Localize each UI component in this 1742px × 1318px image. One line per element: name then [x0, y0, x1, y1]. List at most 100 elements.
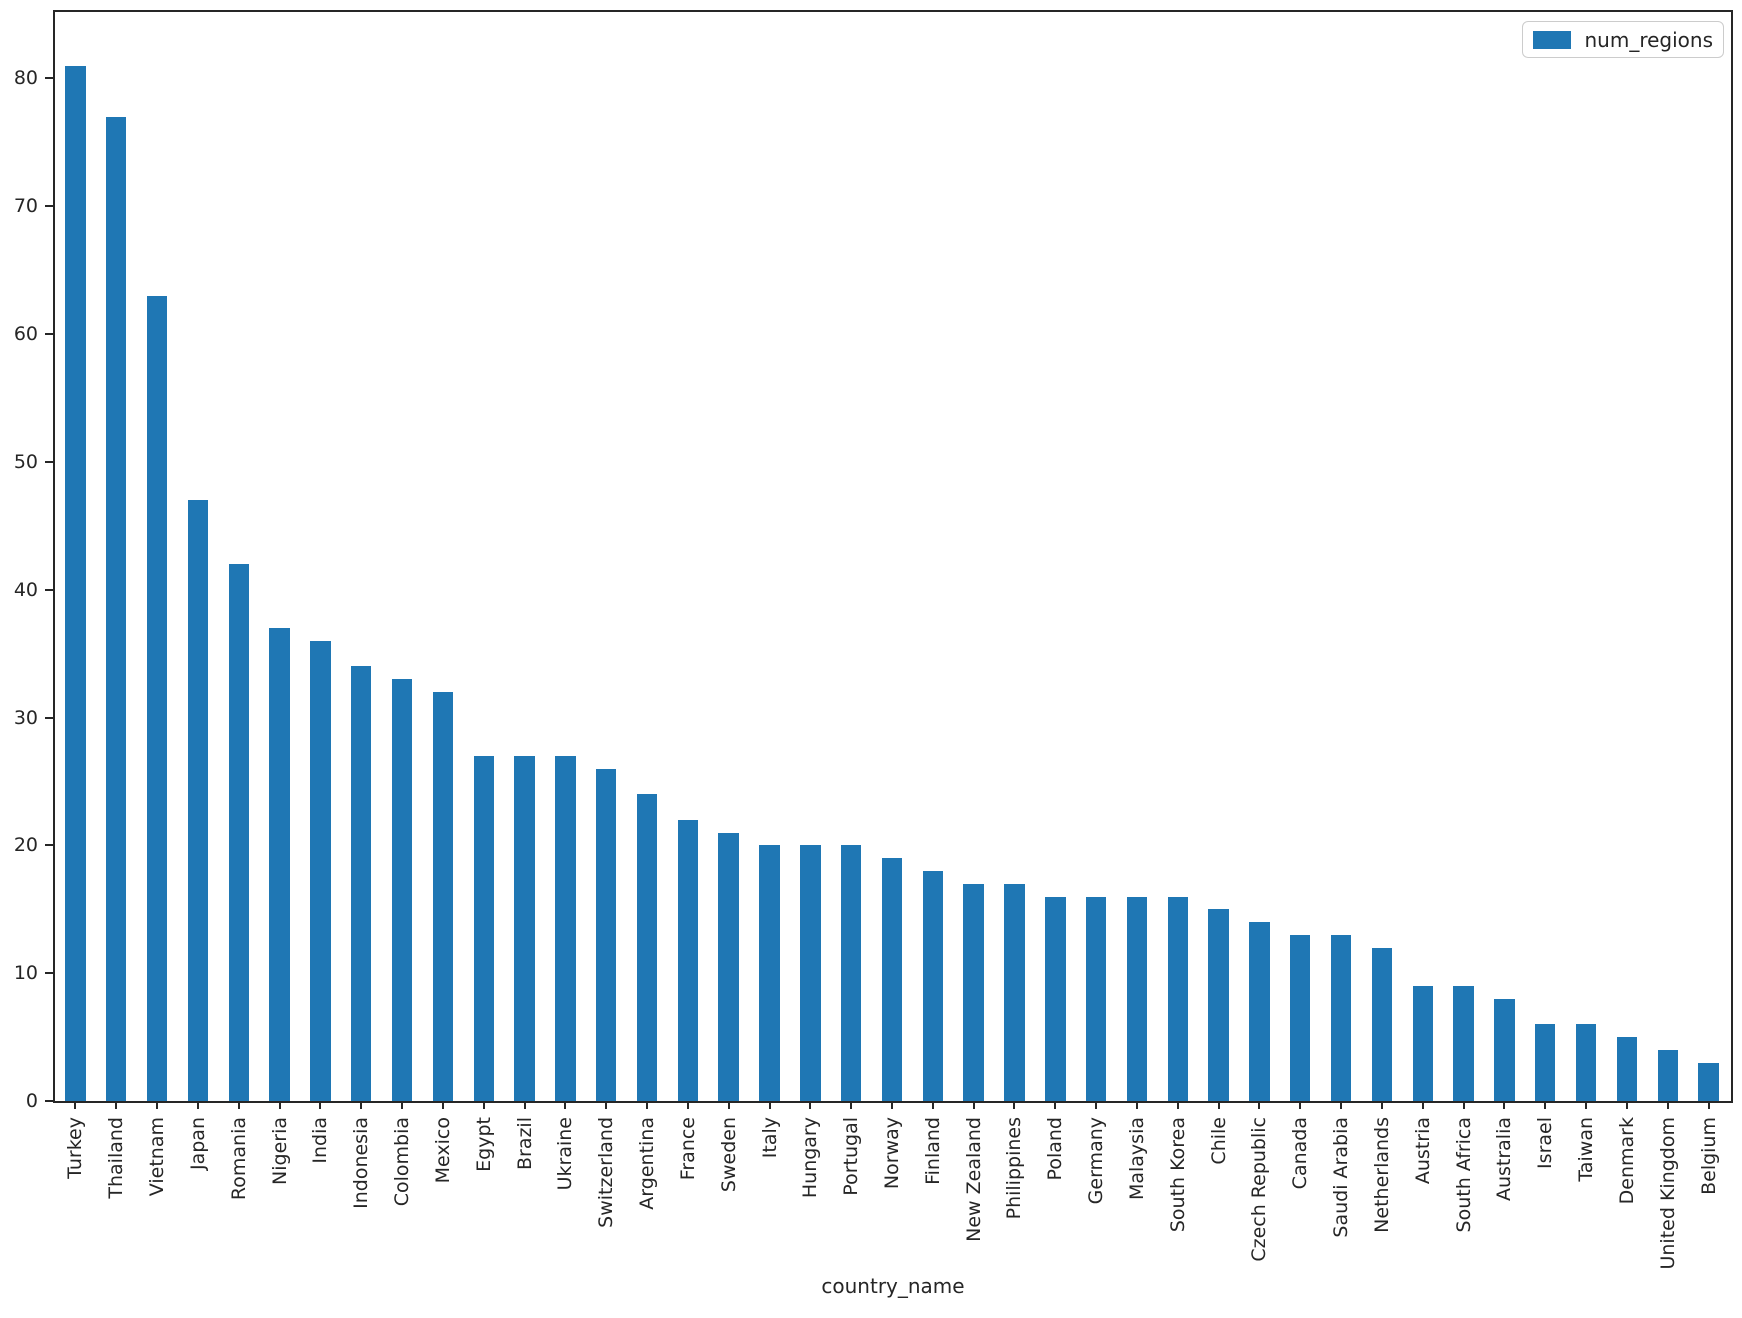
bar-philippines	[1004, 883, 1025, 1101]
x-tick-mark	[1380, 1101, 1383, 1109]
bar-colombia	[391, 679, 413, 1101]
y-tick-label: 80	[13, 67, 38, 90]
x-tick-mark	[1013, 1101, 1016, 1109]
x-tick-label-argentina: Argentina	[636, 1117, 659, 1210]
x-tick-label-nigeria: Nigeria	[268, 1117, 291, 1185]
x-tick-mark	[1544, 1101, 1547, 1109]
x-tick-mark	[278, 1101, 281, 1109]
bar-austria	[1412, 985, 1433, 1101]
x-tick-label-switzerland: Switzerland	[595, 1117, 618, 1228]
x-tick-mark	[809, 1101, 812, 1109]
x-tick-label-brazil: Brazil	[513, 1117, 536, 1171]
bar-germany	[1085, 896, 1107, 1101]
x-tick-mark	[401, 1101, 404, 1109]
x-tick-mark	[931, 1101, 934, 1109]
legend: num_regions	[1522, 21, 1724, 58]
bar-argentina	[636, 794, 658, 1101]
bar-australia	[1494, 998, 1515, 1101]
y-tick-mark	[45, 716, 53, 719]
bar-new-zealand	[963, 883, 984, 1101]
x-tick-mark	[156, 1101, 159, 1109]
y-tick-label: 0	[25, 1090, 38, 1112]
x-tick-label-france: France	[676, 1117, 699, 1181]
x-tick-label-hungary: Hungary	[799, 1117, 822, 1199]
x-tick-label-indonesia: Indonesia	[350, 1117, 373, 1209]
x-tick-label-austria: Austria	[1411, 1117, 1434, 1185]
y-tick-label: 70	[13, 195, 38, 218]
x-tick-mark	[891, 1101, 893, 1109]
x-tick-label-australia: Australia	[1493, 1117, 1516, 1202]
bar-denmark	[1616, 1037, 1638, 1101]
bar-turkey	[65, 65, 86, 1101]
x-tick-mark	[1095, 1101, 1098, 1109]
x-tick-label-norway: Norway	[881, 1117, 903, 1190]
y-tick-label: 20	[13, 834, 38, 857]
legend-label: num_regions	[1584, 27, 1713, 52]
y-tick-label: 30	[13, 706, 38, 729]
x-tick-label-colombia: Colombia	[391, 1117, 414, 1207]
bar-malaysia	[1126, 896, 1148, 1101]
x-tick-label-philippines: Philippines	[1003, 1117, 1026, 1220]
x-tick-mark	[1258, 1101, 1261, 1109]
x-tick-mark	[1462, 1101, 1465, 1109]
bar-portugal	[840, 845, 862, 1101]
bar-saudi-arabia	[1330, 934, 1352, 1101]
bar-canada	[1290, 934, 1311, 1101]
x-tick-label-israel: Israel	[1534, 1117, 1557, 1169]
x-tick-mark	[319, 1101, 322, 1109]
x-tick-label-chile: Chile	[1207, 1117, 1230, 1165]
y-tick-mark	[45, 205, 53, 208]
x-tick-mark	[360, 1101, 363, 1109]
bar-belgium	[1698, 1062, 1719, 1101]
x-tick-mark	[1625, 1101, 1628, 1109]
x-tick-label-mexico: Mexico	[431, 1117, 454, 1184]
x-tick-label-india: India	[309, 1117, 332, 1164]
bar-nigeria	[269, 628, 290, 1101]
x-tick-mark	[850, 1101, 853, 1109]
bar-united-kingdom	[1657, 1049, 1678, 1101]
x-tick-mark	[74, 1101, 77, 1109]
bar-japan	[187, 500, 209, 1101]
bar-netherlands	[1371, 947, 1393, 1101]
x-tick-mark	[482, 1101, 485, 1109]
x-tick-label-saudi-arabia: Saudi Arabia	[1330, 1117, 1353, 1238]
x-tick-label-new-zealand: New Zealand	[962, 1117, 985, 1242]
y-tick-mark	[45, 333, 53, 336]
x-tick-label-south-africa: South Africa	[1452, 1117, 1475, 1233]
y-tick-label: 50	[13, 450, 38, 473]
x-tick-mark	[1217, 1101, 1220, 1109]
bar-egypt	[473, 755, 494, 1101]
bar-czech-republic	[1249, 922, 1270, 1101]
x-tick-label-thailand: Thailand	[105, 1117, 128, 1199]
x-tick-mark	[686, 1101, 689, 1109]
bar-hungary	[800, 845, 821, 1101]
x-tick-label-denmark: Denmark	[1615, 1117, 1638, 1205]
x-tick-label-czech-republic: Czech Republic	[1248, 1117, 1271, 1262]
bar-mexico	[432, 692, 454, 1101]
x-tick-label-malaysia: Malaysia	[1125, 1117, 1148, 1201]
y-tick-mark	[45, 844, 53, 847]
x-tick-mark	[237, 1101, 240, 1109]
bar-poland	[1045, 896, 1066, 1101]
x-tick-mark	[646, 1101, 649, 1109]
x-tick-label-egypt: Egypt	[472, 1117, 495, 1172]
x-tick-mark	[1585, 1101, 1588, 1109]
x-tick-mark	[768, 1101, 771, 1109]
x-tick-label-vietnam: Vietnam	[146, 1117, 169, 1197]
x-tick-mark	[972, 1101, 975, 1109]
x-tick-label-portugal: Portugal	[840, 1117, 863, 1196]
y-tick-label: 40	[13, 578, 38, 601]
x-tick-label-japan: Japan	[186, 1117, 209, 1170]
bar-thailand	[106, 116, 127, 1101]
y-tick-mark	[45, 460, 53, 463]
y-tick-mark	[45, 972, 53, 975]
x-tick-mark	[523, 1101, 526, 1109]
x-tick-mark	[1135, 1101, 1138, 1109]
x-tick-label-germany: Germany	[1085, 1117, 1108, 1205]
x-tick-mark	[1340, 1101, 1343, 1109]
x-tick-mark	[1666, 1101, 1669, 1109]
bar-india	[310, 640, 331, 1101]
bar-finland	[922, 870, 944, 1101]
bar-south-korea	[1167, 896, 1188, 1101]
